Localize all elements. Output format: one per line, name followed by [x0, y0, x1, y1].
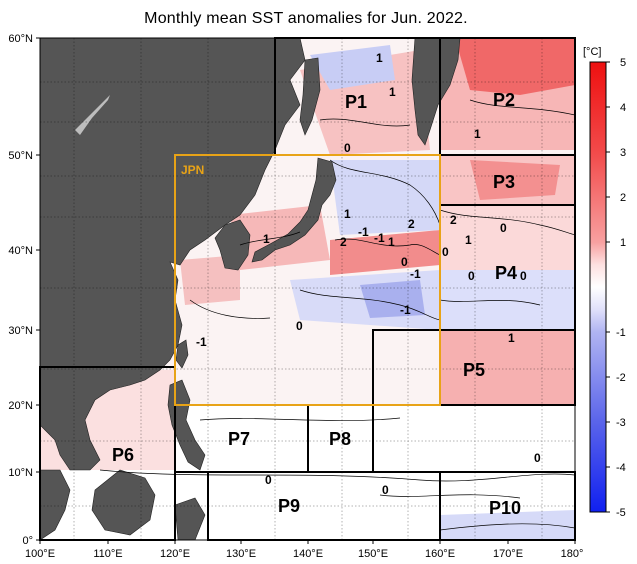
colorbar-tick: -1 [616, 327, 626, 339]
anomaly-field [40, 38, 575, 540]
lat-label-60n: 60°N [8, 33, 33, 45]
colorbar-tick: -3 [616, 417, 626, 429]
contour-label: 0 [500, 221, 507, 235]
lon-label-130e: 130°E [226, 548, 256, 560]
colorbar-tick: -5 [616, 507, 626, 519]
contour-lines [99, 99, 575, 531]
land-kamchatka [411, 38, 461, 146]
lat-label-40n: 40°N [8, 245, 33, 257]
lon-label-120e: 120°E [160, 548, 190, 560]
colorbar-unit: [°C] [583, 46, 601, 58]
contour-label: 2 [340, 235, 347, 249]
lon-label-180: 180° [561, 548, 584, 560]
region-label-p3: P3 [493, 172, 515, 192]
land-sulawesi [174, 497, 206, 540]
region-label-p2: P2 [493, 90, 515, 110]
lon-label-100e: 100°E [25, 548, 55, 560]
colorbar-tick: 1 [620, 237, 626, 249]
land-philippines [167, 379, 206, 471]
contour-label: 1 [376, 51, 383, 65]
contour-label: -1 [358, 225, 369, 239]
contour-value-labels: 1 1 0 1 1 2 -1 2 -1 1 0 -1 2 1 0 -1 0 1 … [196, 51, 541, 497]
land-malaya [40, 469, 71, 540]
map-title: Monthly mean SST anomalies for Jun. 2022… [144, 10, 468, 27]
contour-label: 0 [468, 269, 475, 283]
land-korea [214, 219, 251, 271]
land-japan [251, 157, 337, 263]
contour-label: 0 [401, 255, 408, 269]
contour-label: -1 [400, 303, 411, 317]
cool-patch-p4 [440, 270, 575, 330]
colorbar-tick: 4 [620, 102, 626, 114]
lat-label-10n: 10°N [8, 467, 33, 479]
colorbar: [°C] 5 4 3 2 1 -1 -2 -3 -4 -5 [583, 46, 626, 519]
contour-label: 0 [382, 483, 389, 497]
region-label-p4: P4 [495, 263, 517, 283]
lat-label-0: 0° [22, 535, 33, 547]
contour-label: 1 [389, 85, 396, 99]
jpn-box [174, 154, 441, 406]
lat-label-20n: 20°N [8, 400, 33, 412]
region-label-p9: P9 [278, 496, 300, 516]
lat-label-50n: 50°N [8, 150, 33, 162]
colorbar-gradient [589, 61, 607, 513]
region-label-p8: P8 [329, 429, 351, 449]
cool-patch-central [360, 280, 425, 318]
contour-label: 0 [442, 245, 449, 259]
cool-patch-equator [440, 510, 575, 540]
colorbar-tick: -4 [616, 462, 626, 474]
lon-label-150e: 150°E [358, 548, 388, 560]
contour-label: 1 [465, 233, 472, 247]
region-label-p1: P1 [345, 92, 367, 112]
graticule [40, 38, 575, 540]
warm-patch-kamchatka [455, 38, 575, 95]
lat-label-30n: 30°N [8, 325, 33, 337]
contour-label: 0 [534, 451, 541, 465]
contour-label: 0 [296, 319, 303, 333]
cool-patch-japan-east [330, 160, 440, 235]
contour-label: 1 [263, 232, 270, 246]
lon-label-160e: 160°E [425, 548, 455, 560]
region-label-p5: P5 [463, 360, 485, 380]
contour-label: 1 [474, 127, 481, 141]
land-sakhalin [299, 57, 321, 136]
contour-label: 0 [344, 141, 351, 155]
contour-label: 0 [520, 269, 527, 283]
lon-label-110e: 110°E [93, 548, 122, 560]
cool-patch-okhotsk [310, 45, 395, 90]
contour-label: 0 [265, 473, 272, 487]
warm-patch-p3-core [470, 160, 560, 200]
region-label-p6: P6 [112, 445, 134, 465]
contour-label: -1 [196, 335, 207, 349]
contour-label: -1 [410, 267, 421, 281]
latitude-labels: 60°N 50°N 40°N 30°N 20°N 10°N 0° [8, 33, 33, 547]
lon-label-170e: 170°E [493, 548, 523, 560]
colorbar-tick: 5 [620, 57, 626, 69]
land-taiwan [175, 339, 189, 369]
lon-label-140e: 140°E [293, 548, 323, 560]
jpn-label: JPN [181, 163, 204, 177]
region-labels: P1 P2 P3 P4 P5 P6 P7 P8 P9 P10 [112, 90, 521, 518]
contour-label: 1 [344, 207, 351, 221]
lake-baikal [75, 95, 110, 135]
region-label-p7: P7 [228, 429, 250, 449]
contour-label: 2 [408, 217, 415, 231]
contour-label: 1 [388, 235, 395, 249]
region-label-p10: P10 [489, 498, 521, 518]
colorbar-tick: 2 [620, 192, 626, 204]
warm-patch-p5 [440, 330, 575, 405]
contour-label: 1 [508, 331, 515, 345]
warm-patch-kuroshio [330, 230, 440, 275]
tick-marks [36, 37, 576, 544]
longitude-labels: 100°E 110°E 120°E 130°E 140°E 150°E 160°… [25, 548, 583, 560]
contour-label: 2 [450, 213, 457, 227]
colorbar-tick: -2 [616, 372, 626, 384]
colorbar-tick: 3 [620, 147, 626, 159]
contour-label: -1 [374, 231, 385, 245]
land-asia [40, 38, 306, 471]
